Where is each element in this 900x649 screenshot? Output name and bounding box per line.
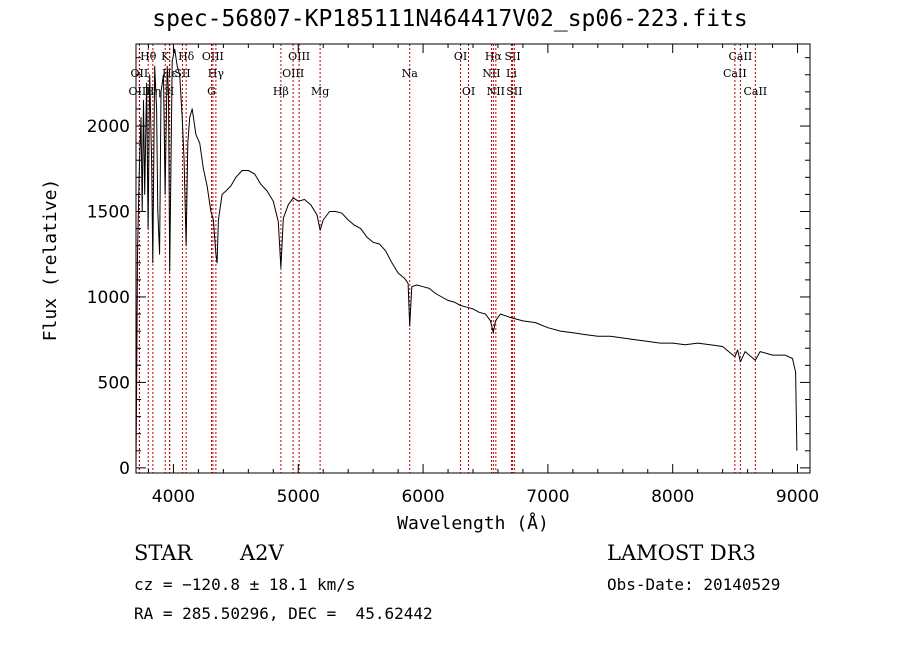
line-label: G: [207, 85, 216, 98]
line-label: OI: [454, 50, 467, 63]
observation-date: Obs-Date: 20140529: [607, 575, 781, 594]
spectrum-line: [135, 48, 798, 468]
spectral-subclass: A2V: [240, 541, 284, 565]
line-label: CaII: [743, 85, 767, 98]
line-label: Hθ: [140, 50, 157, 63]
line-label: NII: [482, 67, 500, 80]
line-label: OI: [462, 85, 475, 98]
x-axis-label: Wavelength (Å): [397, 512, 549, 534]
x-tick-label: 6000: [401, 487, 444, 507]
y-tick-label: 1000: [87, 288, 130, 308]
line-label: Li: [506, 67, 517, 80]
line-label: Hδ: [178, 50, 195, 63]
y-axis-label: Flux (relative): [40, 179, 61, 342]
x-tick-label: 4000: [152, 487, 195, 507]
line-label: K: [161, 50, 170, 63]
x-tick-label: 9000: [776, 487, 819, 507]
x-tick-label: 8000: [651, 487, 694, 507]
line-label: OIII: [202, 50, 224, 63]
line-label: CaII: [723, 67, 747, 80]
survey-name: LAMOST DR3: [607, 541, 756, 565]
x-tick-label: 5000: [277, 487, 320, 507]
y-tick-label: 1500: [87, 202, 130, 222]
line-label: SII: [506, 85, 522, 98]
redshift-velocity: cz = −120.8 ± 18.1 km/s: [134, 575, 356, 594]
x-tick-label: 7000: [526, 487, 569, 507]
line-label: Mg: [311, 85, 329, 98]
plot-frame: [135, 43, 811, 474]
chart-title: spec-56807-KP185111N464417V02_sp06-223.f…: [152, 6, 748, 32]
line-label: CaII: [729, 50, 753, 63]
y-tick-label: 500: [98, 373, 130, 393]
line-label: OIII: [282, 67, 304, 80]
line-label: OIII: [288, 50, 310, 63]
line-label: SII: [174, 67, 190, 80]
line-label: Na: [402, 67, 419, 80]
line-label: Hα: [485, 50, 503, 63]
line-label: SII: [504, 50, 520, 63]
coordinates: RA = 285.50296, DEC = 45.62442: [134, 604, 433, 623]
object-class: STAR: [134, 541, 193, 565]
line-label: NII: [487, 85, 505, 98]
line-label: Hβ: [273, 85, 289, 98]
y-tick-label: 0: [119, 459, 130, 479]
y-tick-label: 2000: [87, 117, 130, 137]
line-label: Hη: [145, 85, 161, 98]
line-label: Hγ: [208, 67, 225, 80]
line-label: H: [165, 85, 175, 98]
